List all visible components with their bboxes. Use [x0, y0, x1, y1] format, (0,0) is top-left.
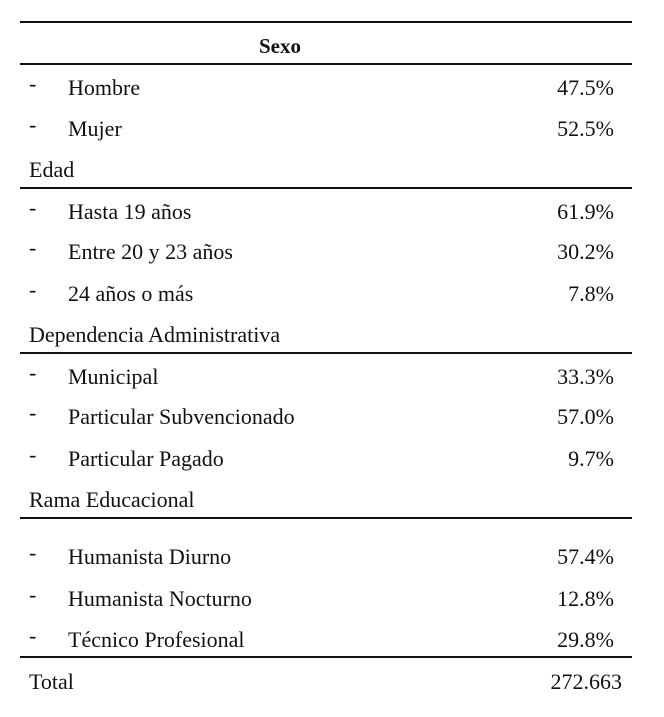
row-marker: - [29, 277, 37, 302]
row-label: Hombre [68, 75, 141, 100]
row-label: Humanista Diurno [68, 544, 232, 569]
section-rule [20, 352, 632, 354]
row-label: Hasta 19 años [68, 199, 192, 224]
row-value: 9.7% [568, 446, 614, 471]
section-title: Dependencia Administrativa [29, 322, 281, 347]
row-marker: - [29, 400, 37, 425]
row-marker: - [29, 540, 37, 565]
section-rule [20, 187, 632, 189]
row-value: 57.4% [557, 544, 614, 569]
row-value: 33.3% [557, 364, 614, 389]
row-value: 52.5% [557, 116, 614, 141]
row-label: Humanista Nocturno [68, 586, 252, 611]
row-marker: - [29, 71, 37, 96]
row-label: Particular Pagado [68, 446, 224, 471]
row-label: Particular Subvencionado [68, 404, 295, 429]
row-value: 57.0% [557, 404, 614, 429]
top-rule [20, 21, 632, 23]
row-marker: - [29, 195, 37, 220]
total-rule [20, 656, 632, 658]
total-value: 272.663 [550, 669, 623, 694]
row-marker: - [29, 582, 37, 607]
row-label: 24 años o más [68, 281, 194, 306]
section-title: Rama Educacional [29, 487, 195, 512]
row-value: 47.5% [557, 75, 614, 100]
row-label: Mujer [68, 116, 122, 141]
row-label: Municipal [68, 364, 159, 389]
row-label: Técnico Profesional [68, 627, 245, 652]
row-value: 12.8% [557, 586, 614, 611]
row-value: 7.8% [568, 281, 614, 306]
row-marker: - [29, 442, 37, 467]
row-marker: - [29, 623, 37, 648]
row-marker: - [29, 360, 37, 385]
row-value: 29.8% [557, 627, 614, 652]
row-marker: - [29, 112, 37, 137]
row-label: Entre 20 y 23 años [68, 239, 233, 264]
row-marker: - [29, 235, 37, 260]
section-rule [20, 517, 632, 519]
section-rule [20, 63, 632, 65]
total-label: Total [29, 669, 74, 694]
column-header: Sexo [259, 34, 301, 58]
row-value: 61.9% [557, 199, 614, 224]
section-title: Edad [29, 157, 75, 182]
row-value: 30.2% [557, 239, 614, 264]
